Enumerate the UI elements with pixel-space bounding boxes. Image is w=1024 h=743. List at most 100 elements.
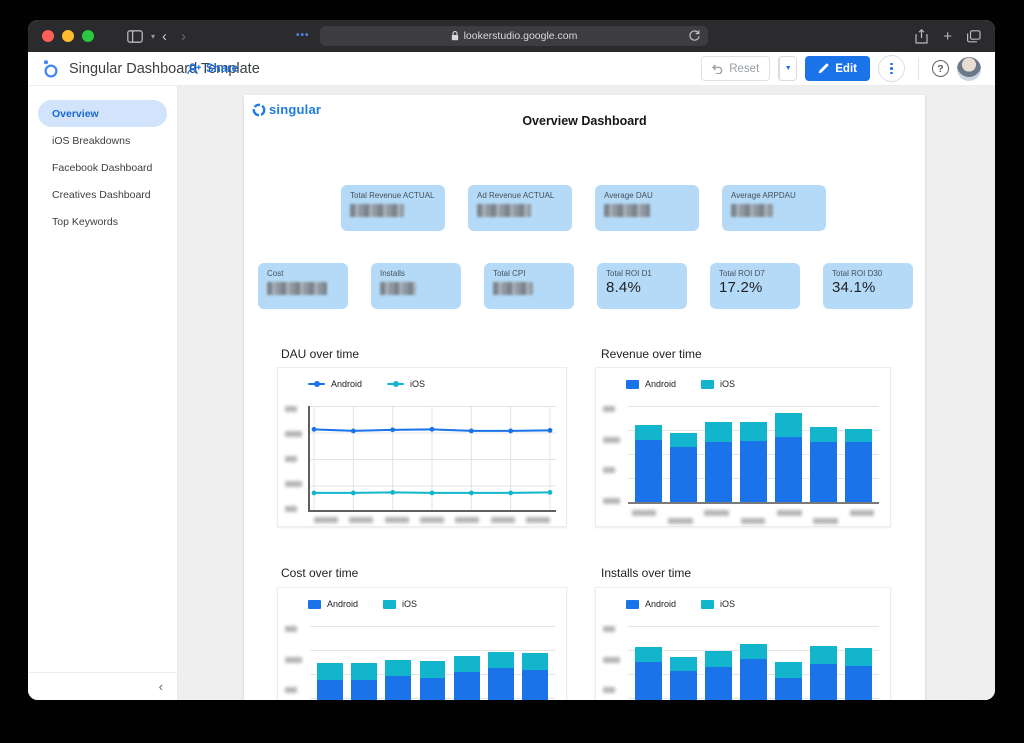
more-options-button[interactable] (878, 55, 905, 82)
report-title: Singular Dashboard Template (69, 60, 260, 77)
reset-button[interactable]: Reset (701, 56, 771, 81)
new-tab-icon[interactable]: + (943, 27, 952, 45)
chart-legend: Android iOS (626, 379, 735, 389)
sidebar-item-facebook-dashboard[interactable]: Facebook Dashboard (52, 161, 153, 174)
redacted-axis-label (285, 687, 297, 694)
gridline (628, 626, 879, 627)
bar-segment-ios (740, 422, 767, 441)
redacted-axis-label (603, 436, 620, 443)
redacted-axis-label (285, 656, 302, 663)
bar[interactable] (736, 626, 771, 700)
back-button[interactable]: ‹ (162, 27, 168, 45)
bar[interactable] (347, 626, 381, 700)
share-page-icon[interactable] (915, 28, 928, 44)
bar-segment-ios (670, 432, 697, 448)
address-bar[interactable]: lookerstudio.google.com (320, 26, 708, 46)
bar-segment-android (810, 664, 837, 700)
bar-segment-ios (845, 648, 872, 667)
collapse-sidebar-icon[interactable]: ‹ (158, 679, 163, 694)
gridline (310, 626, 555, 627)
bar[interactable] (771, 406, 806, 502)
help-button[interactable]: ? (932, 60, 949, 77)
reload-icon[interactable] (688, 29, 701, 42)
tab-overview-icon[interactable] (967, 29, 981, 43)
bar-segment-android (453, 672, 480, 700)
bar[interactable] (666, 406, 701, 502)
zoom-window-button[interactable] (82, 30, 94, 42)
sidebar-item-ios-breakdowns[interactable]: iOS Breakdowns (52, 134, 131, 147)
forward-button[interactable]: › (181, 27, 187, 45)
singular-canvas-logo: singular (252, 102, 321, 117)
bar-segment-android (419, 677, 446, 700)
bar[interactable] (450, 626, 484, 700)
share-button[interactable]: Share ▼ (187, 56, 798, 81)
extensions-overflow-icon[interactable]: ••• (296, 30, 310, 41)
bar-segment-ios (845, 429, 872, 442)
sidebar-toggle-icon[interactable] (127, 29, 143, 43)
redacted-axis-label (740, 518, 766, 524)
bar-plot[interactable] (628, 406, 879, 504)
redacted-axis-label (603, 656, 620, 663)
y-axis-labels-redacted (285, 406, 303, 512)
bar[interactable] (666, 626, 701, 700)
redacted-value (493, 282, 533, 295)
minimize-window-button[interactable] (62, 30, 74, 42)
kpi-installs: Installs (371, 263, 461, 309)
redacted-axis-label (603, 467, 615, 474)
bar[interactable] (736, 406, 771, 502)
chart-dau-over-time: Android iOS (277, 367, 567, 527)
bar-segment-ios (351, 662, 378, 680)
bar-plot[interactable] (628, 626, 879, 700)
singular-logo-icon (42, 59, 59, 78)
legend-marker-ios (701, 599, 715, 609)
bar-segment-android (385, 675, 412, 700)
bar[interactable] (806, 626, 841, 700)
bar[interactable] (415, 626, 449, 700)
sidebar-item-top-keywords[interactable]: Top Keywords (52, 215, 118, 228)
redacted-axis-label (285, 626, 297, 632)
bar-segment-android (705, 442, 732, 502)
chart-installs-over-time: Android iOS (595, 587, 891, 700)
bar-segment-android (845, 441, 872, 502)
kpi-ad-revenue: Ad Revenue ACTUAL (468, 185, 572, 231)
bar[interactable] (631, 626, 666, 700)
bar-plot[interactable] (310, 626, 555, 700)
redacted-axis-label (285, 456, 297, 462)
sidebar-footer: ‹ (28, 672, 177, 700)
bar[interactable] (518, 626, 552, 700)
redacted-axis-label (603, 626, 615, 632)
kpi-row-2: Cost Installs Total CPI Total ROI D (258, 263, 913, 309)
bar[interactable] (771, 626, 806, 700)
bar[interactable] (701, 406, 736, 502)
user-avatar[interactable] (957, 56, 981, 81)
close-window-button[interactable] (42, 30, 54, 42)
legend-marker-ios (383, 599, 397, 609)
chart-revenue-over-time: Android iOS (595, 367, 891, 527)
pencil-icon (818, 63, 829, 74)
bar[interactable] (806, 406, 841, 502)
bar[interactable] (313, 626, 347, 700)
bar-segment-android (705, 667, 732, 700)
sidebar-item-overview[interactable]: Overview (38, 100, 167, 127)
bar-segment-android (670, 671, 697, 700)
bar[interactable] (381, 626, 415, 700)
bar-segment-ios (635, 425, 662, 440)
bar[interactable] (841, 406, 876, 502)
edit-button[interactable]: Edit (805, 56, 870, 81)
kpi-average-dau: Average DAU (595, 185, 699, 231)
report-canvas: singular Overview Dashboard Total Revenu… (244, 95, 925, 700)
bar[interactable] (841, 626, 876, 700)
line-plot[interactable] (308, 406, 556, 512)
bar[interactable] (631, 406, 666, 502)
bar-segment-android (487, 668, 514, 700)
bar[interactable] (484, 626, 518, 700)
sidebar-caret-icon[interactable]: ▾ (151, 31, 156, 41)
share-dropdown-caret[interactable]: ▼ (779, 57, 796, 80)
bar[interactable] (701, 626, 736, 700)
sidebar-item-creatives-dashboard[interactable]: Creatives Dashboard (52, 188, 151, 201)
redacted-value (477, 204, 531, 217)
bar-segment-ios (670, 656, 697, 672)
bar-segment-ios (419, 660, 446, 678)
redacted-axis-label (603, 687, 615, 694)
redacted-axis-label (490, 517, 515, 523)
